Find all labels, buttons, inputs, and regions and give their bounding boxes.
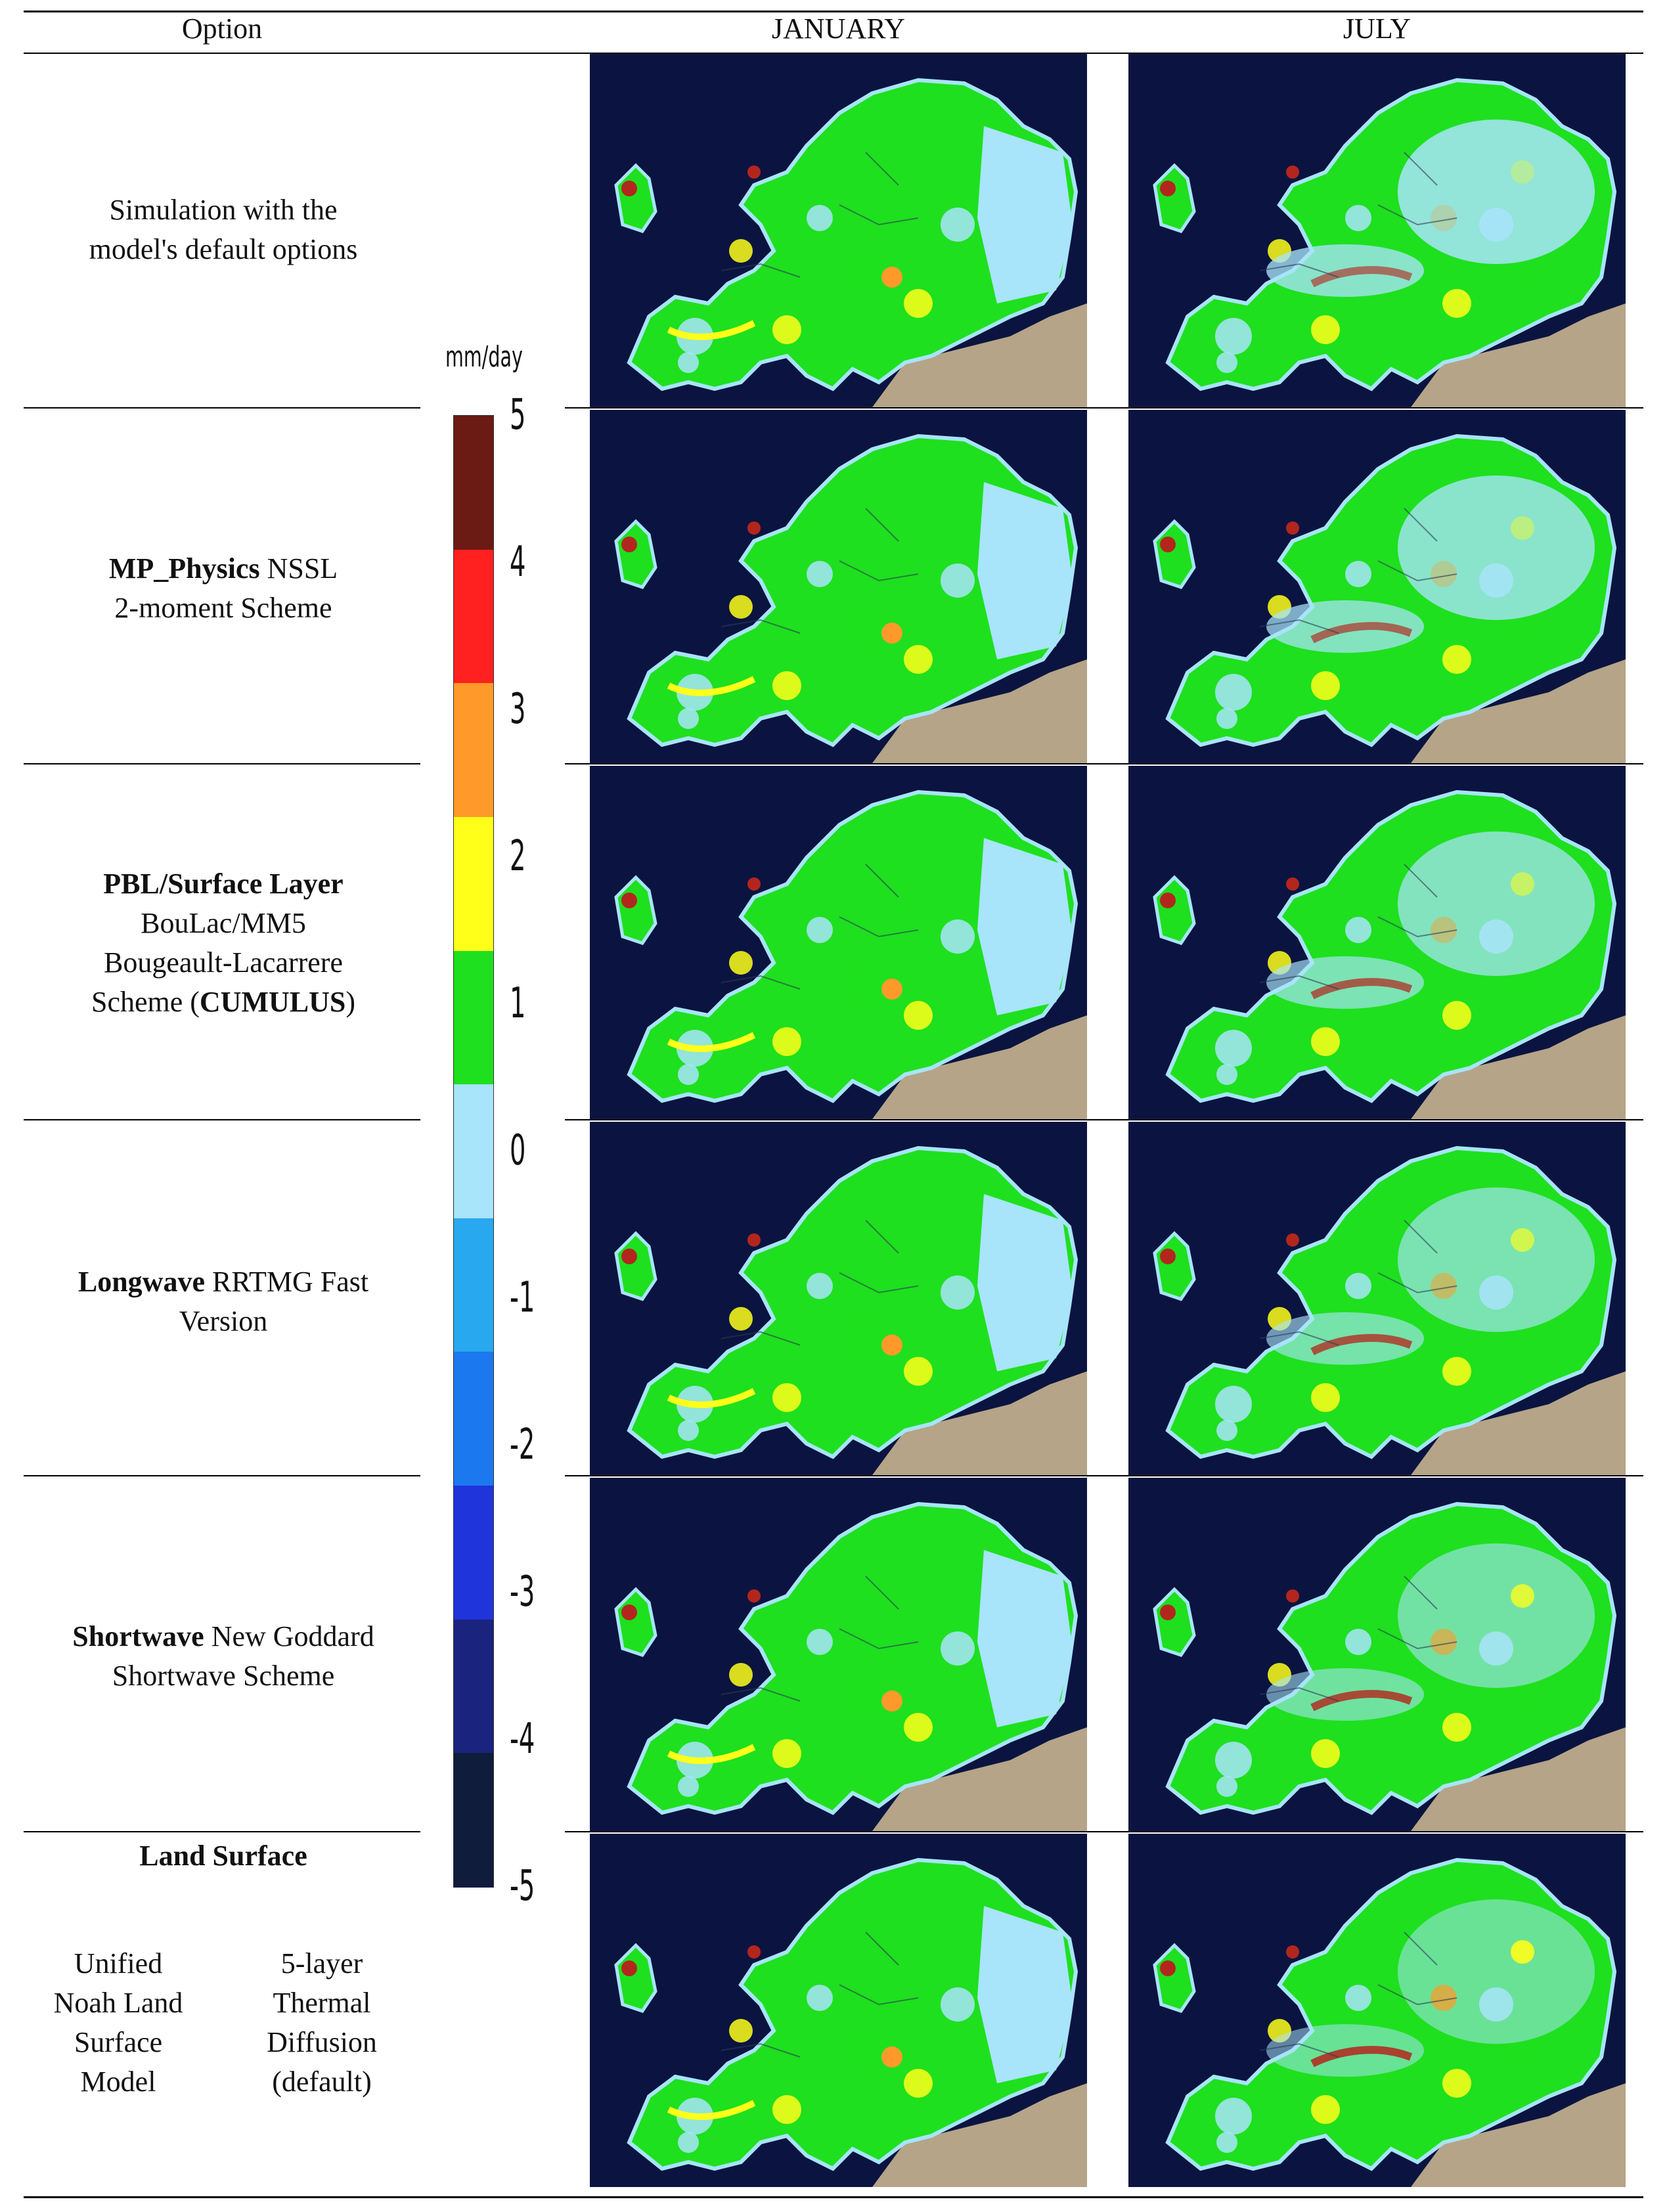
option-line: Unified [74,1947,163,1980]
option-line: Longwave RRTMG Fast [26,1262,420,1302]
option-text: NSSL [259,552,338,585]
colorbar-tick-label: 0 [510,1126,526,1175]
header-option: Option [181,12,263,45]
colorbar-bin [454,1352,493,1487]
header-bottom-rule [24,53,1643,54]
option-text: New Goddard [204,1620,374,1652]
july-anomaly-map [1128,1122,1626,1475]
row-divider [24,763,420,764]
colorbar [453,415,494,1888]
colorbar-tick-label: -5 [510,1862,535,1911]
option-bold-label: Land Surface [139,1840,307,1872]
colorbar-bin [454,1619,493,1754]
table-top-rule [24,11,1643,12]
january-anomaly-map [590,1478,1087,1831]
option-line: Version [179,1305,268,1337]
option-line: BouLac/MM5 [141,907,306,939]
row-divider [24,1475,420,1476]
january-anomaly-map [590,1122,1087,1475]
colorbar-tick-label: -3 [510,1568,535,1616]
row-divider [565,407,1643,409]
option-bold-label: PBL/Surface Layer [103,868,344,900]
colorbar-bin [454,416,493,550]
option-text: ) [345,986,356,1018]
option-line: 5-layer [280,1947,363,1980]
row-divider [565,1475,1643,1476]
option-text: RRTMG Fast [204,1266,369,1298]
colorbar-tick-label: -4 [510,1715,535,1763]
option-bold-label: MP_Physics [108,552,260,585]
january-anomaly-map [590,1834,1087,2187]
row-divider [565,1119,1643,1120]
colorbar-bin [454,1753,493,1888]
row-divider [24,1119,420,1120]
july-anomaly-map [1128,1834,1626,2187]
option-default: Simulation with the model's default opti… [26,190,420,269]
colorbar-tick-label: -2 [510,1421,535,1469]
colorbar-bin [454,683,493,818]
option-line: 2-moment Scheme [114,592,332,624]
july-anomaly-map [1128,1478,1626,1831]
option-longwave: Longwave RRTMG Fast Version [26,1262,420,1341]
colorbar-tick-label: 3 [510,685,526,734]
land-surface-col-1: Unified Noah Land Surface Model [26,1944,210,2102]
land-surface-col-2: 5-layer Thermal Diffusion (default) [223,1944,420,2102]
colorbar-bin [454,1218,493,1353]
colorbar-bin [454,816,493,952]
option-bold-label: Shortwave [72,1620,204,1652]
option-shortwave: Shortwave New Goddard Shortwave Scheme [26,1617,420,1696]
row-divider [565,763,1643,764]
option-line: Surface [74,2026,163,2058]
option-line: PBL/Surface Layer [26,864,420,904]
option-line: Scheme (CUMULUS) [26,983,420,1022]
table-bottom-rule [24,2196,1643,2198]
colorbar-bin [454,549,493,684]
option-line: Shortwave New Goddard [26,1617,420,1656]
option-line: (default) [272,2066,372,2098]
option-line: Thermal [273,1987,371,2019]
colorbar-bin [454,950,493,1086]
colorbar-bin [454,1486,493,1620]
option-text: Scheme ( [91,986,200,1018]
option-bold-label: Longwave [78,1266,205,1298]
colorbar-tick-label: 2 [510,832,526,881]
option-line: Simulation with the [109,194,338,226]
row-divider [24,407,420,409]
option-land-surface-title: Land Surface [26,1836,420,1876]
colorbar-tick-label: 5 [510,391,526,439]
option-line: Shortwave Scheme [112,1660,335,1692]
option-line: Model [80,2066,156,2098]
colorbar-tick-label: 1 [510,979,526,1028]
january-anomaly-map [590,410,1087,763]
row-divider [565,1831,1643,1832]
option-mp-physics: MP_Physics NSSL 2-moment Scheme [26,549,420,628]
colorbar-tick-label: 4 [510,538,526,586]
colorbar-tick-label: -1 [510,1273,535,1322]
option-bold-label: CUMULUS [199,986,346,1018]
july-anomaly-map [1128,54,1626,407]
header-july: JULY [1343,12,1411,45]
january-anomaly-map [590,766,1087,1119]
option-pbl: PBL/Surface Layer BouLac/MM5 Bougeault-L… [26,864,420,1022]
option-line: model's default options [89,233,358,265]
option-line: Diffusion [267,2026,377,2058]
july-anomaly-map [1128,410,1626,763]
july-anomaly-map [1128,766,1626,1119]
row-divider [24,1831,420,1832]
option-line: MP_Physics NSSL [26,549,420,588]
option-line: Bougeault-Lacarrere [104,946,343,979]
header-january: JANUARY [772,12,905,45]
option-line: Noah Land [53,1987,183,2019]
colorbar-unit: mm/day [445,340,523,374]
colorbar-bin [454,1084,493,1219]
january-anomaly-map [590,54,1087,407]
